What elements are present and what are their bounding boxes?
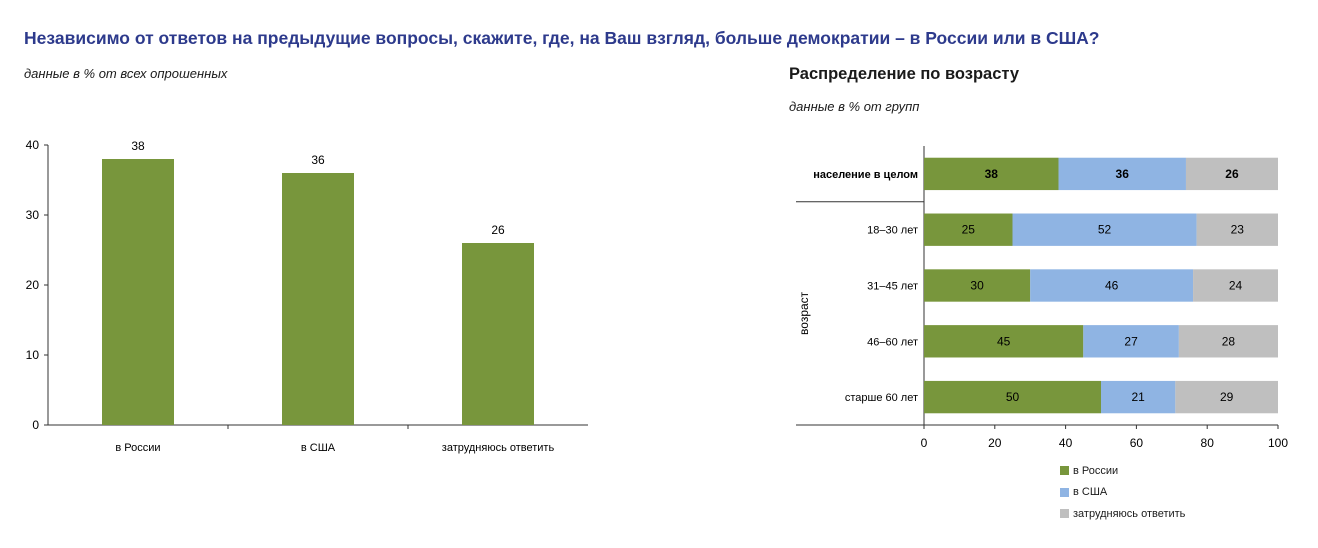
x-category-label: затрудняюсь ответить <box>442 442 555 454</box>
row-category-label: старше 60 лет <box>845 392 918 404</box>
x-tick-label: 60 <box>1130 436 1144 450</box>
segment-value-label: 23 <box>1231 223 1245 237</box>
segment-value-label: 26 <box>1225 167 1239 181</box>
y-tick-label: 20 <box>26 278 40 292</box>
legend-item-russia: в России <box>1060 460 1185 482</box>
x-category-label: в России <box>115 442 160 454</box>
left-chart-note: данные в % от всех опрошенных <box>24 66 228 81</box>
stacked-bar-segment <box>1083 325 1179 358</box>
page-headline: Независимо от ответов на предыдущие вопр… <box>24 28 1100 48</box>
bar <box>462 243 534 425</box>
bar <box>282 173 354 425</box>
row-category-label: 46–60 лет <box>867 336 918 348</box>
x-tick-label: 0 <box>921 436 928 450</box>
segment-value-label: 50 <box>1006 390 1020 404</box>
legend-item-usa: в США <box>1060 482 1185 504</box>
stacked-bar-segment <box>1012 213 1197 246</box>
stacked-bar-segment <box>924 380 1101 414</box>
stacked-bar-segment <box>1193 269 1278 302</box>
segment-value-label: 27 <box>1124 334 1138 348</box>
stacked-bar-segment <box>1175 380 1278 414</box>
segment-value-label: 36 <box>1116 167 1130 181</box>
bar-value-label: 36 <box>311 153 325 167</box>
x-tick-label: 100 <box>1268 436 1288 450</box>
bar-value-label: 26 <box>491 223 505 237</box>
segment-value-label: 45 <box>997 334 1011 348</box>
stacked-bar-segment <box>924 157 1059 191</box>
legend-swatch-russia <box>1060 466 1069 476</box>
legend-label-russia: в России <box>1073 464 1119 477</box>
stacked-bar-segment <box>1030 269 1194 302</box>
x-tick-label: 40 <box>1059 436 1073 450</box>
x-tick-label: 80 <box>1201 436 1215 450</box>
row-category-label: 18–30 лет <box>867 225 918 237</box>
legend-label-usa: в США <box>1073 486 1108 499</box>
legend-item-undecided: затрудняюсь ответить <box>1060 503 1185 525</box>
row-category-label: 31–45 лет <box>867 281 918 293</box>
y-tick-label: 10 <box>26 348 40 362</box>
stacked-bar-segment <box>1185 157 1278 191</box>
right-chart-note: данные в % от групп <box>789 99 920 114</box>
segment-value-label: 46 <box>1105 279 1119 293</box>
legend: в России в США затрудняюсь ответить <box>1060 460 1185 525</box>
segment-value-label: 29 <box>1220 390 1234 404</box>
right-chart-title: Распределение по возрасту <box>789 65 1020 83</box>
bar-value-label: 38 <box>131 139 145 153</box>
stacked-bar-segment <box>924 213 1013 246</box>
segment-value-label: 24 <box>1229 279 1243 293</box>
x-tick-label: 20 <box>988 436 1002 450</box>
segment-value-label: 38 <box>985 167 999 181</box>
bar <box>102 159 174 425</box>
y-axis-title: возраст <box>797 291 811 335</box>
y-tick-label: 0 <box>32 418 39 432</box>
legend-swatch-undecided <box>1060 509 1069 519</box>
segment-value-label: 52 <box>1098 223 1112 237</box>
segment-value-label: 25 <box>962 223 976 237</box>
stacked-bar-segment <box>924 325 1084 358</box>
x-category-label: в США <box>301 442 336 454</box>
stacked-bar-segment <box>1101 380 1176 414</box>
stacked-bar-segment <box>1178 325 1278 358</box>
legend-label-undecided: затрудняюсь ответить <box>1073 507 1186 520</box>
row-category-label: население в целом <box>813 169 918 181</box>
segment-value-label: 30 <box>970 279 984 293</box>
segment-value-label: 21 <box>1131 390 1145 404</box>
stacked-bar-segment <box>1058 157 1186 191</box>
y-tick-label: 30 <box>26 208 40 222</box>
y-tick-label: 40 <box>26 138 40 152</box>
legend-swatch-usa <box>1060 487 1069 497</box>
segment-value-label: 28 <box>1222 334 1236 348</box>
stacked-bar-segment <box>1196 213 1278 246</box>
stacked-bar-segment <box>924 269 1031 302</box>
